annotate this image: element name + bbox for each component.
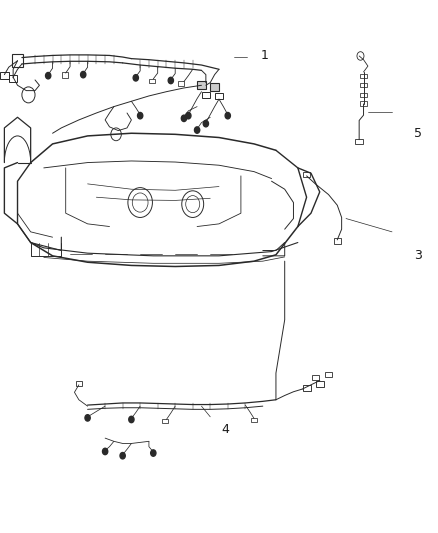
Bar: [149, 78, 155, 83]
Text: 5: 5: [414, 127, 422, 140]
Bar: [355, 139, 363, 144]
Bar: [9, 75, 17, 82]
Circle shape: [129, 416, 134, 423]
Circle shape: [168, 77, 173, 84]
Bar: [360, 101, 367, 106]
Bar: [312, 375, 318, 380]
Bar: [197, 81, 206, 89]
Bar: [303, 385, 311, 391]
Circle shape: [81, 71, 86, 78]
Bar: [360, 83, 367, 87]
Circle shape: [203, 120, 208, 127]
Circle shape: [194, 127, 200, 133]
Circle shape: [120, 453, 125, 459]
Bar: [251, 418, 257, 422]
Bar: [178, 80, 184, 85]
Circle shape: [225, 112, 230, 119]
Bar: [12, 54, 23, 67]
Bar: [360, 74, 367, 78]
Bar: [202, 92, 210, 98]
Bar: [75, 381, 82, 386]
Circle shape: [46, 72, 51, 79]
Circle shape: [151, 450, 156, 456]
Bar: [334, 238, 341, 244]
Bar: [316, 381, 324, 387]
Bar: [325, 372, 332, 377]
Circle shape: [133, 75, 138, 81]
Circle shape: [186, 112, 191, 119]
Bar: [303, 172, 310, 177]
Bar: [210, 83, 219, 91]
Circle shape: [138, 112, 143, 119]
Bar: [215, 93, 223, 99]
Bar: [62, 72, 68, 78]
Text: 3: 3: [414, 249, 422, 262]
Bar: [0, 72, 9, 79]
Bar: [162, 419, 168, 423]
Text: 1: 1: [261, 50, 268, 62]
Bar: [360, 93, 367, 97]
Text: 4: 4: [221, 423, 229, 435]
Circle shape: [85, 415, 90, 421]
Circle shape: [102, 448, 108, 455]
Circle shape: [181, 115, 187, 122]
